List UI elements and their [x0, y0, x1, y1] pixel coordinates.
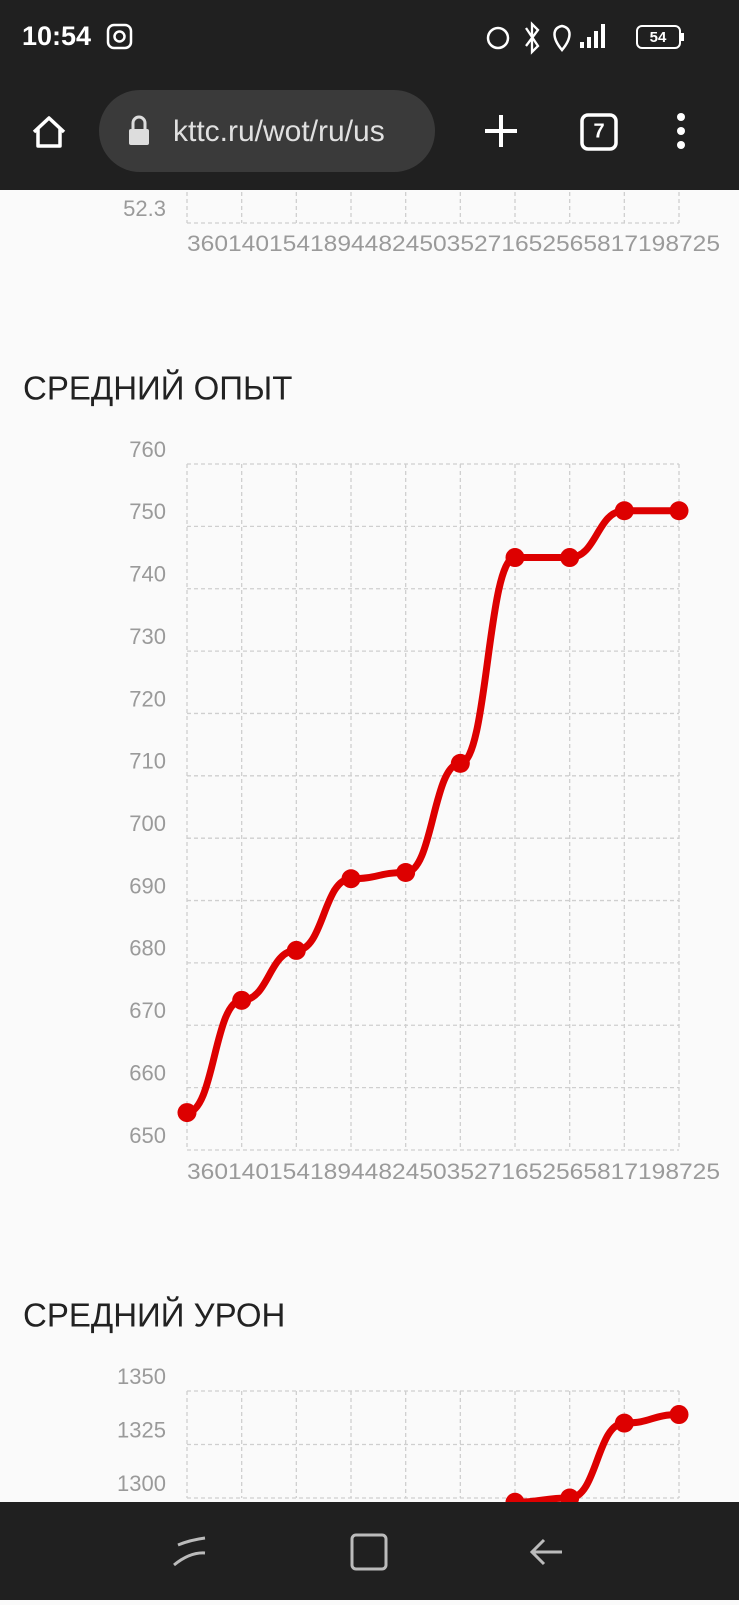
y-tick-label: 660	[129, 1060, 166, 1085]
back-button[interactable]	[529, 1538, 562, 1566]
point	[560, 548, 580, 568]
point	[232, 990, 252, 1010]
point	[614, 1413, 634, 1433]
signal-icon	[580, 24, 605, 48]
y-tick-label: 1325	[117, 1417, 166, 1442]
menu-button[interactable]	[677, 113, 685, 149]
line	[183, 507, 683, 1117]
point	[396, 862, 416, 882]
point	[669, 1405, 689, 1425]
point	[505, 548, 525, 568]
chart-title: СРЕДНИЙ УРОН	[23, 1297, 285, 1334]
tab-count: 7	[593, 120, 604, 142]
content-bg	[0, 190, 739, 1502]
y-tick-label: 650	[129, 1123, 166, 1148]
y-tick-label: 750	[129, 499, 166, 524]
point	[614, 501, 634, 521]
point	[177, 1103, 197, 1123]
point	[560, 1488, 580, 1502]
instagram-icon	[106, 23, 133, 50]
charts: 52.3 360140154189448245035271652565817198…	[23, 190, 720, 1502]
y-tick-label: 1350	[117, 1364, 166, 1389]
point	[669, 501, 689, 521]
location-icon	[553, 24, 571, 52]
new-tab-button[interactable]	[485, 115, 517, 147]
line	[511, 1411, 683, 1502]
status-time: 10:54	[22, 21, 91, 51]
x-axis-labels: 360140154189448245035271652565817198725	[187, 231, 720, 256]
url-bar[interactable]	[99, 90, 435, 172]
y-tick-label: 730	[129, 624, 166, 649]
y-tick-label: 740	[129, 562, 166, 587]
nav-bar	[0, 1502, 739, 1600]
instagram-icon-lens	[113, 30, 126, 43]
battery-outline	[636, 25, 681, 49]
y-tick-label: 760	[129, 437, 166, 462]
battery-level: 54	[650, 29, 667, 46]
home-button[interactable]	[32, 116, 66, 148]
point	[286, 940, 306, 960]
point	[450, 753, 470, 773]
y-tick-label: 690	[129, 873, 166, 898]
battery-tip	[681, 33, 684, 41]
point	[505, 1492, 525, 1502]
home-nav-button[interactable]	[350, 1533, 388, 1571]
lock-shackle	[131, 115, 147, 129]
lock-icon	[129, 129, 149, 145]
chart-title: СРЕДНИЙ ОПЫТ	[23, 370, 292, 407]
url-text[interactable]: kttc.ru/wot/ru/us	[173, 115, 385, 148]
y-tick-label: 710	[129, 749, 166, 774]
alarm-icon	[486, 26, 510, 50]
x-axis-labels: 360140154189448245035271652565817198725	[187, 1159, 720, 1184]
y-tick-label: 720	[129, 686, 166, 711]
recents-button[interactable]	[173, 1536, 206, 1567]
y-tick-label: 680	[129, 936, 166, 961]
tabs-button[interactable]	[580, 113, 618, 151]
y-tick-label: 52.3	[123, 196, 166, 221]
y-tick-label: 700	[129, 811, 166, 836]
y-tick-label: 1300	[117, 1471, 166, 1496]
bluetooth-icon	[525, 21, 540, 55]
point	[341, 869, 361, 889]
y-tick-label: 670	[129, 998, 166, 1023]
